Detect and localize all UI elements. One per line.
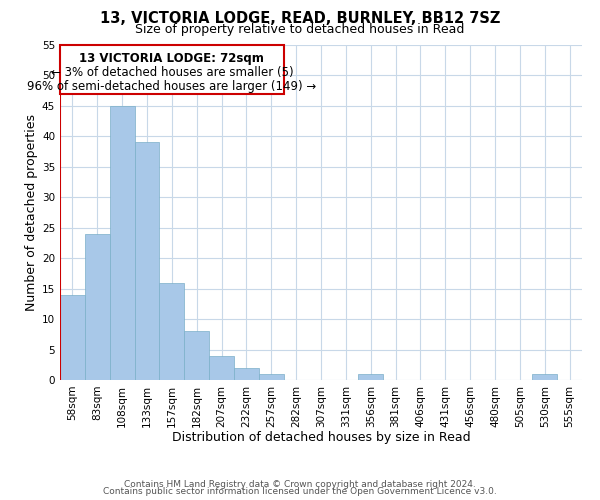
Text: Size of property relative to detached houses in Read: Size of property relative to detached ho…: [136, 22, 464, 36]
Text: 13, VICTORIA LODGE, READ, BURNLEY, BB12 7SZ: 13, VICTORIA LODGE, READ, BURNLEY, BB12 …: [100, 11, 500, 26]
FancyBboxPatch shape: [60, 45, 284, 94]
Bar: [234, 368, 259, 380]
Text: 96% of semi-detached houses are larger (149) →: 96% of semi-detached houses are larger (…: [27, 80, 316, 94]
Bar: [532, 374, 557, 380]
Y-axis label: Number of detached properties: Number of detached properties: [25, 114, 38, 311]
Text: Contains public sector information licensed under the Open Government Licence v3: Contains public sector information licen…: [103, 487, 497, 496]
Bar: [60, 294, 85, 380]
Bar: [209, 356, 234, 380]
Text: Contains HM Land Registry data © Crown copyright and database right 2024.: Contains HM Land Registry data © Crown c…: [124, 480, 476, 489]
Bar: [358, 374, 383, 380]
X-axis label: Distribution of detached houses by size in Read: Distribution of detached houses by size …: [172, 431, 470, 444]
Bar: [85, 234, 110, 380]
Text: 13 VICTORIA LODGE: 72sqm: 13 VICTORIA LODGE: 72sqm: [79, 52, 264, 66]
Bar: [134, 142, 160, 380]
Bar: [184, 332, 209, 380]
Text: ← 3% of detached houses are smaller (5): ← 3% of detached houses are smaller (5): [50, 66, 293, 80]
Bar: [110, 106, 134, 380]
Bar: [160, 282, 184, 380]
Bar: [259, 374, 284, 380]
